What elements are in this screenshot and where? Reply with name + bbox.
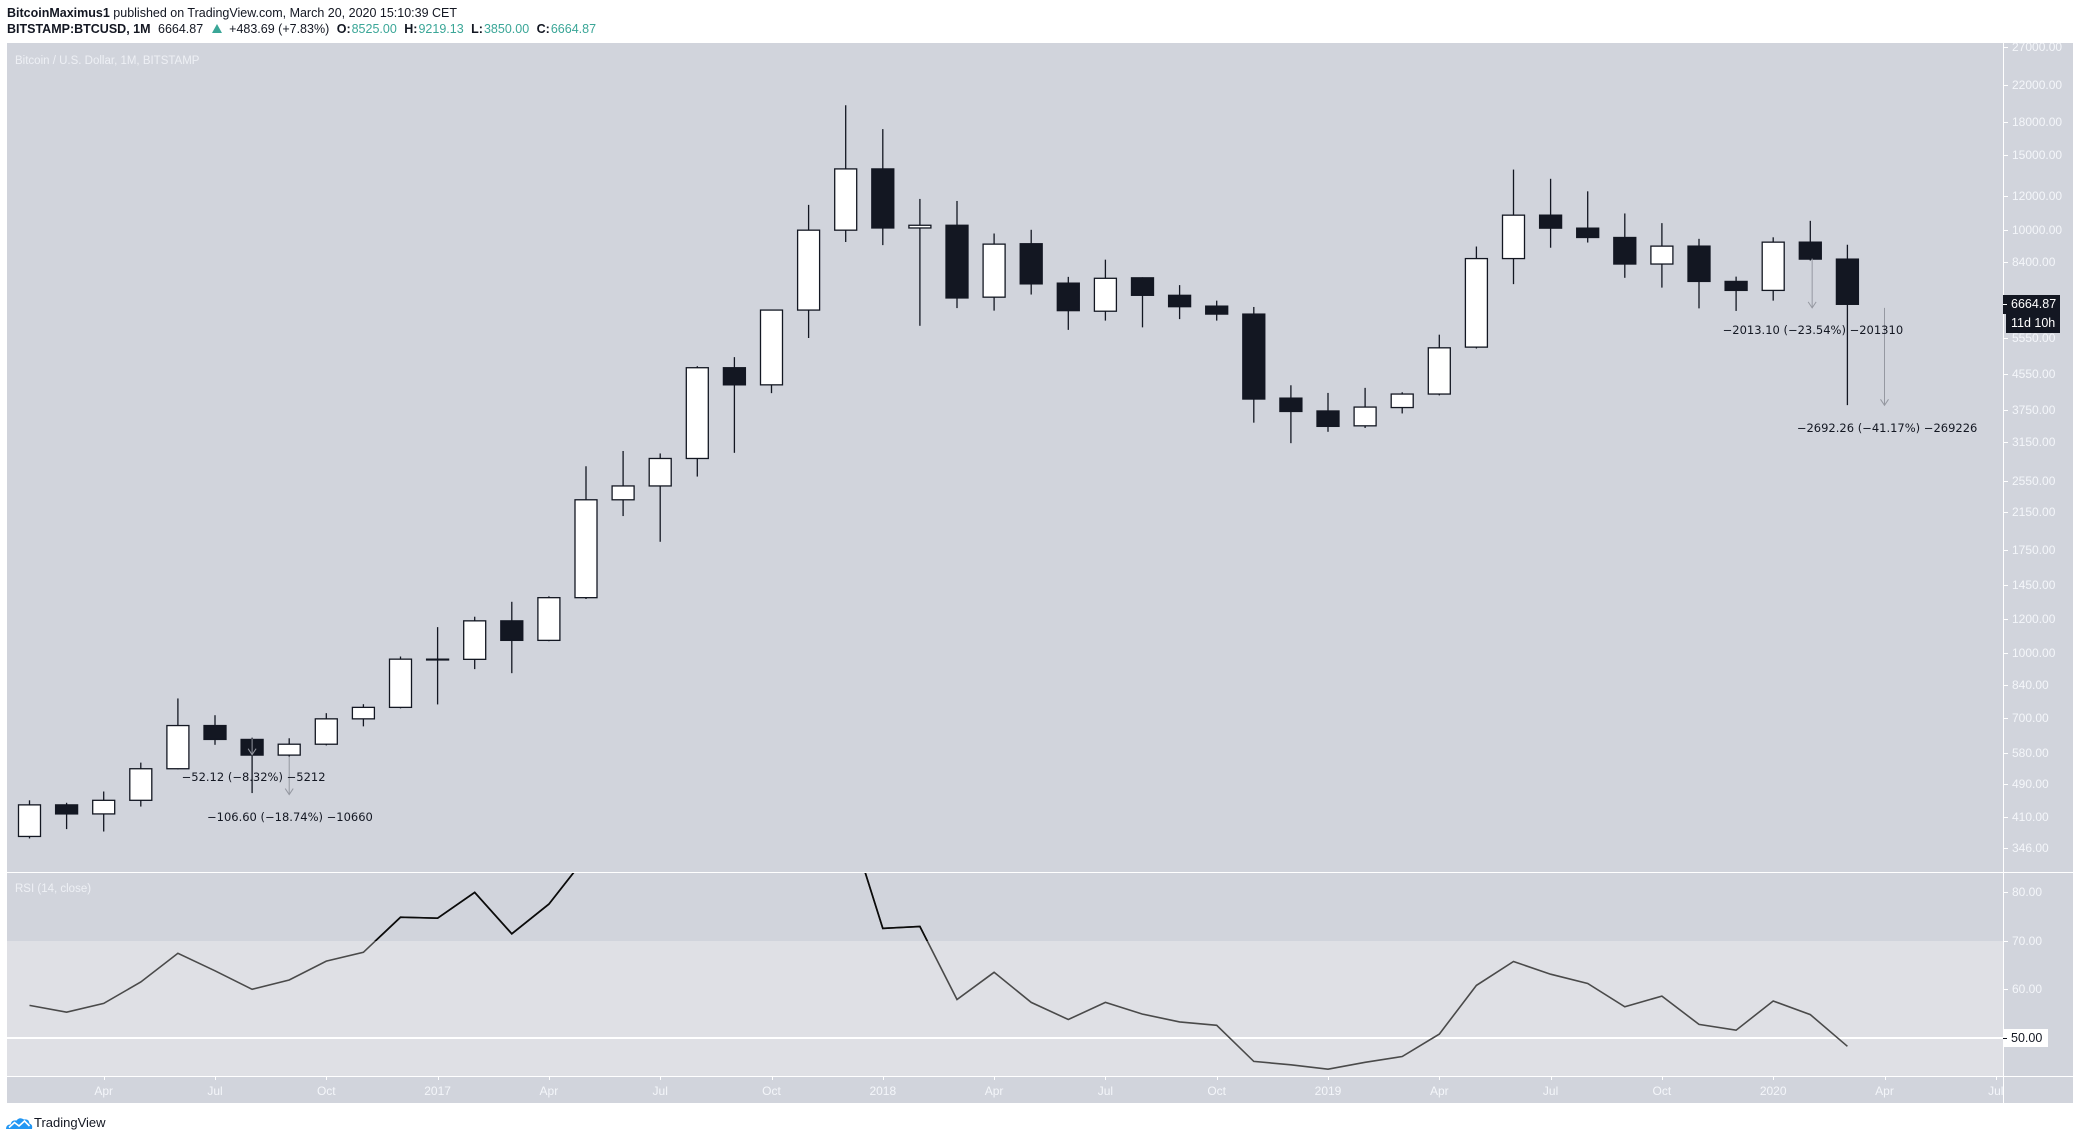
close-value: 6664.87 — [550, 22, 597, 36]
time-axis-tick — [437, 1077, 439, 1080]
symbol-info-line: BITSTAMP:BTCUSD, 1M 6664.87 +483.69 (+7.… — [7, 22, 596, 37]
time-axis-tick — [1105, 1077, 1107, 1080]
time-axis-label: Oct — [762, 1084, 781, 1098]
low-label: L: — [471, 22, 483, 36]
rsi-axis-label: 80.00 — [2004, 885, 2042, 899]
measure-label: −52.12 (−8.32%) −5212 — [181, 770, 326, 784]
time-axis-label: Apr — [1875, 1084, 1894, 1098]
time-axis-tick — [1216, 1077, 1218, 1080]
time-axis-tick — [994, 1077, 996, 1080]
rsi-band-background — [7, 941, 2003, 1076]
price-axis-label: 840.00 — [2004, 678, 2049, 692]
time-axis-tick — [1439, 1077, 1441, 1080]
time-axis-label: Jul — [1988, 1084, 2003, 1098]
time-axis-tick — [660, 1077, 662, 1080]
time-axis-label: Oct — [1652, 1084, 1672, 1098]
time-axis-label: 2019 — [1314, 1084, 1342, 1098]
price-change: +483.69 (+7.83%) — [229, 22, 330, 36]
close-label: C: — [536, 22, 550, 36]
price-axis-label: 8400.00 — [2004, 255, 2055, 269]
high-label: H: — [404, 22, 418, 36]
price-axis-label: 580.00 — [2004, 746, 2049, 760]
chart-title: Bitcoin / U.S. Dollar, 1M, BITSTAMP — [15, 55, 200, 67]
rsi-pane[interactable] — [7, 873, 2003, 1076]
time-axis-tick — [771, 1077, 773, 1080]
time-axis-border — [7, 1076, 2073, 1077]
time-axis-label: 2017 — [424, 1084, 451, 1098]
axis-corner — [2004, 1077, 2073, 1103]
time-axis-tick — [326, 1077, 328, 1080]
price-pane[interactable] — [7, 43, 2003, 872]
price-axis-label: 12000.00 — [2004, 189, 2062, 203]
price-axis-label: 700.00 — [2004, 711, 2049, 725]
time-axis-label: Jul — [652, 1084, 668, 1098]
tradingview-brand[interactable]: TradingView — [34, 1115, 106, 1130]
time-axis-tick — [1328, 1077, 1329, 1080]
publish-info-line: BitcoinMaximus1 published on TradingView… — [7, 6, 457, 21]
price-axis-label: 27000.00 — [2004, 43, 2062, 54]
time-axis-label: 2018 — [869, 1084, 897, 1098]
open-label: O: — [336, 22, 351, 36]
price-axis-label: 1750.00 — [2004, 543, 2055, 557]
price-axis-label: 1200.00 — [2004, 612, 2055, 626]
price-axis-label: 5550.00 — [2004, 331, 2055, 345]
price-axis-label: 2150.00 — [2004, 505, 2055, 519]
price-axis-label: 10000.00 — [2004, 223, 2062, 237]
price-axis-label: 4550.00 — [2004, 367, 2055, 381]
price-axis-label: 2550.00 — [2004, 474, 2055, 488]
price-axis-border — [2003, 43, 2004, 1103]
low-value: 3850.00 — [483, 22, 530, 36]
time-axis-label: Jul — [1097, 1084, 1114, 1098]
rsi-title: RSI (14, close) — [15, 883, 92, 895]
time-axis-tick — [548, 1077, 550, 1080]
author-name[interactable]: BitcoinMaximus1 — [7, 6, 110, 20]
time-axis-label: 2020 — [1759, 1084, 1787, 1098]
price-axis-label: 1450.00 — [2004, 578, 2055, 592]
price-axis-label: 410.00 — [2004, 810, 2049, 824]
bar-countdown-label: 11d 10h — [2006, 314, 2060, 333]
time-axis-tick — [1884, 1077, 1886, 1080]
time-axis[interactable]: Apr Jul Oct 2017 Apr Jul Oct 2018 Apr Jul Oct 2019 A… — [7, 1077, 2003, 1103]
time-axis-label: Apr — [539, 1084, 559, 1098]
price-axis-label: 1000.00 — [2004, 646, 2055, 660]
time-axis-tick — [103, 1077, 105, 1080]
price-axis[interactable]: 27000.00 22000.00 18000.00 15000.00 12000.00… — [2004, 43, 2073, 872]
last-price: 6664.87 — [158, 22, 204, 36]
price-axis-label: 15000.00 — [2004, 148, 2062, 162]
time-axis-tick — [882, 1077, 884, 1080]
price-axis-label: 18000.00 — [2004, 115, 2062, 129]
measure-label: −2013.10 (−23.54%) −201310 — [1722, 322, 1904, 337]
symbol-label: BITSTAMP:BTCUSD, 1M — [7, 22, 151, 36]
price-axis-label: 3750.00 — [2004, 403, 2055, 417]
rsi-current-label: 50.00 — [2003, 1029, 2048, 1047]
high-value: 9219.13 — [418, 22, 464, 36]
pane-separator[interactable] — [7, 872, 2073, 873]
price-axis-label: 3150.00 — [2004, 435, 2055, 449]
time-axis-label: Apr — [1429, 1084, 1449, 1098]
current-price-label: 6664.87 — [2003, 294, 2060, 314]
triangle-up-icon — [211, 24, 222, 33]
time-axis-tick — [1550, 1077, 1552, 1080]
time-axis-tick — [1773, 1077, 1775, 1080]
measure-label: −2692.26 (−41.17%) −269226 — [1796, 420, 1978, 435]
price-axis-label: 22000.00 — [2004, 78, 2062, 92]
time-axis-label: Apr — [984, 1084, 1004, 1098]
rsi-axis-label: 60.00 — [2004, 982, 2042, 996]
time-axis-label: Jul — [1542, 1084, 1559, 1098]
time-axis-label: Apr — [94, 1084, 114, 1098]
published-text: published on TradingView.com, March 20, … — [113, 6, 458, 20]
tradingview-cloud-icon[interactable] — [5, 1115, 33, 1130]
price-axis-label: 346.00 — [2004, 841, 2049, 855]
time-axis-tick — [215, 1077, 216, 1080]
time-axis-label: Oct — [1207, 1084, 1227, 1098]
measure-label: −106.60 (−18.74%) −10660 — [207, 810, 373, 825]
open-value: 8525.00 — [351, 22, 397, 36]
price-axis-label: 490.00 — [2004, 777, 2049, 791]
time-axis-tick — [1661, 1077, 1663, 1080]
time-axis-tick — [1995, 1077, 1997, 1080]
rsi-axis-label: 70.00 — [2004, 934, 2042, 948]
time-axis-label: Oct — [316, 1084, 336, 1098]
time-axis-label: Jul — [207, 1084, 223, 1098]
